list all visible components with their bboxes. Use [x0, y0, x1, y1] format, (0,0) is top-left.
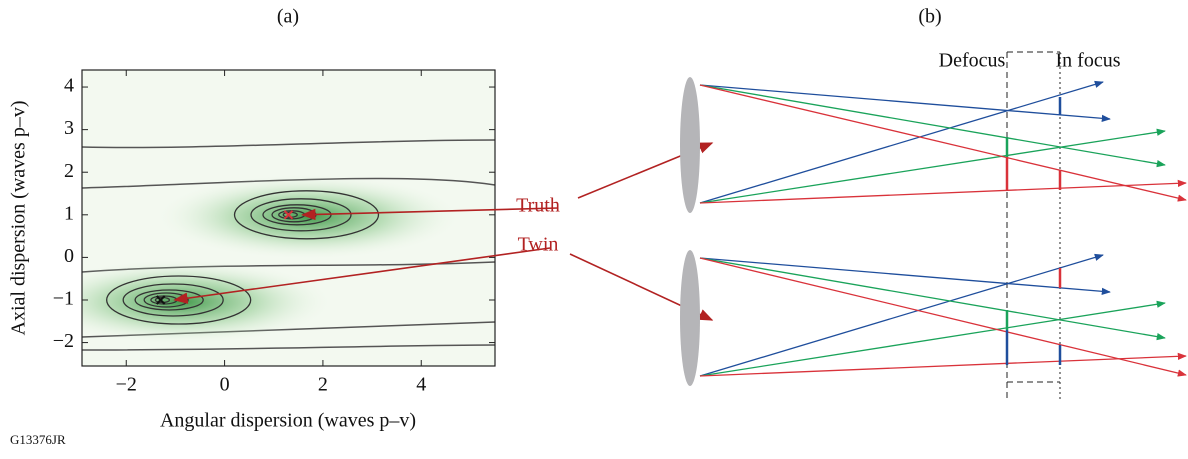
y-tick-label: 4 [64, 75, 74, 97]
y-tick-label: 1 [64, 202, 74, 224]
density [159, 175, 459, 259]
ray [700, 183, 1186, 203]
ray [700, 258, 1110, 292]
diagram-label: Defocus [939, 50, 1006, 72]
figure-id: G13376JR [10, 432, 66, 447]
lens [680, 77, 700, 213]
x-tick-label: −2 [116, 374, 137, 396]
annotation: Truth [516, 195, 560, 217]
ray [700, 85, 1110, 119]
panel-label: (a) [277, 6, 299, 28]
x-tick-label: 4 [416, 374, 426, 396]
y-tick-label: −1 [53, 288, 74, 310]
ray [700, 85, 1186, 200]
figure: (a) (b) G13376JR Angular dispersion (wav… [0, 0, 1188, 454]
ray [700, 82, 1103, 203]
plot-area [31, 70, 495, 366]
ray [700, 258, 1186, 375]
x-tick-label: 0 [220, 374, 230, 396]
panel-label: (b) [918, 6, 941, 28]
y-tick-label: −2 [53, 330, 74, 352]
ray-diagram: Defocus In focus [680, 50, 1186, 400]
y-tick-label: 2 [64, 160, 74, 182]
ray [700, 85, 1165, 165]
ray [700, 131, 1165, 203]
ray [700, 356, 1186, 376]
lens [680, 250, 700, 386]
x-tick-label: 2 [318, 374, 328, 396]
diagram-label: In focus [1056, 50, 1121, 72]
y-axis-label: Axial dispersion (waves p–v) [8, 101, 30, 336]
ray [700, 258, 1165, 338]
y-tick-label: 0 [64, 245, 74, 267]
density [31, 260, 331, 344]
x-axis-label: Angular dispersion (waves p–v) [160, 410, 416, 432]
y-tick-label: 3 [64, 117, 74, 139]
